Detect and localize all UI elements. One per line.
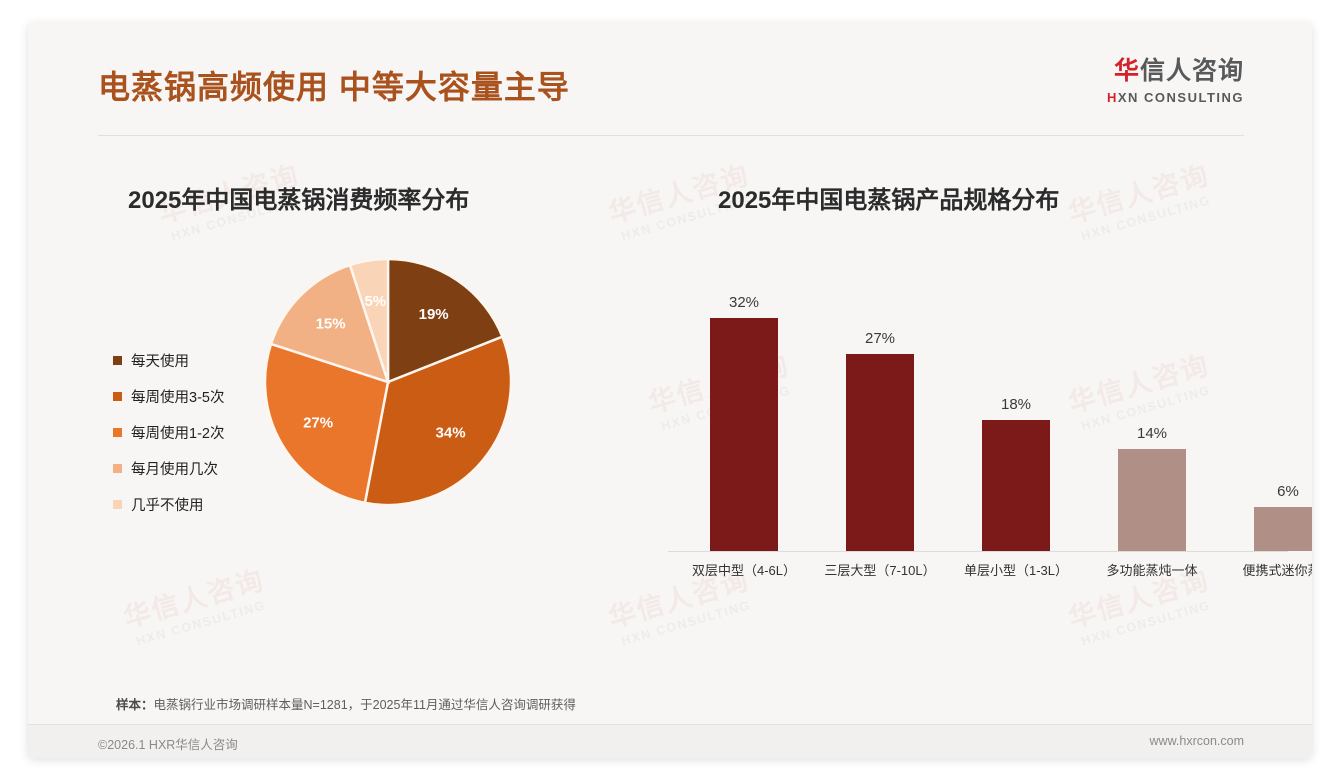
slide-footer: ©2026.1 HXR华信人咨询 www.hxrcon.com xyxy=(28,725,1312,758)
brand-logo: 华信人咨询 HXN CONSULTING xyxy=(1107,59,1244,105)
brand-logo-en: HXN CONSULTING xyxy=(1107,91,1244,104)
bar-column[interactable]: 6% xyxy=(1220,483,1312,551)
legend-item-label: 每周使用1-2次 xyxy=(131,425,225,442)
bar-chart-title: 2025年中国电蒸锅产品规格分布 xyxy=(718,187,1060,214)
legend-swatch-icon xyxy=(113,427,122,437)
legend-swatch-icon xyxy=(113,499,122,509)
pie-slice-label: 5% xyxy=(364,293,386,310)
pie-chart-panel: 每天使用每周使用3-5次 每周使用1-2次 每月使用几次 几乎不使用 19% 34% 27… xyxy=(68,252,668,592)
bar-value-label: 14% xyxy=(1136,425,1168,442)
brand-logo-cn: 华信人咨询 xyxy=(1107,59,1244,84)
bar-value-label: 18% xyxy=(1000,396,1032,413)
legend-item-label: 几乎不使用 xyxy=(131,497,204,514)
legend-item[interactable]: 每月使用几次 xyxy=(113,450,288,486)
charts-area: 2025年中国电蒸锅消费频率分布 2025年中国电蒸锅产品规格分布 每天使用每周… xyxy=(28,142,1312,672)
copyright-text: ©2026.1 HXR华信人咨询 xyxy=(98,738,238,752)
legend-item[interactable]: 每周使用3-5次 xyxy=(113,378,288,414)
brand-logo-cn-rest: 信人咨询 xyxy=(1139,57,1244,85)
slide-card: 华信人咨询 HXN CONSULTING 华信人咨询 HXN CONSULTIN… xyxy=(28,22,1312,758)
legend-swatch-icon xyxy=(113,463,122,473)
legend-item[interactable]: 几乎不使用 xyxy=(113,486,288,522)
legend-item-label: 每月使用几次 xyxy=(131,461,218,478)
pie-slice[interactable] xyxy=(348,257,390,383)
sample-note-label: 样本： xyxy=(116,698,154,712)
sample-note-text: 电蒸锅行业市场调研样本量N=1281，于2025年11月通过华信人咨询调研获得 xyxy=(153,698,576,712)
bar-rect[interactable] xyxy=(846,354,914,551)
bar-chart-panel: 32%27%18%14%6%3% 双层中型（4-6L）三层大型（7-10L）单层… xyxy=(668,252,1312,592)
bar-category-label: 便携式迷你蒸锅 xyxy=(1242,563,1312,578)
pie-slice-label: 19% xyxy=(419,306,449,323)
bar-category-label: 双层中型（4-6L） xyxy=(691,563,797,578)
header-divider xyxy=(98,135,1244,136)
legend-item[interactable]: 每周使用1-2次 xyxy=(113,414,288,450)
pie-slice[interactable] xyxy=(263,342,390,505)
brand-logo-en-highlight: H xyxy=(1106,90,1118,105)
bar-column[interactable]: 32% xyxy=(676,294,812,551)
brand-logo-en-rest: XN CONSULTING xyxy=(1117,90,1244,105)
pie-slice-label: 15% xyxy=(316,316,346,333)
brand-logo-cn-highlight: 华 xyxy=(1113,57,1140,85)
bar-rect[interactable] xyxy=(982,420,1050,551)
pie-slice[interactable] xyxy=(363,335,513,507)
pie-slice[interactable] xyxy=(386,257,504,384)
pie-chart-title: 2025年中国电蒸锅消费频率分布 xyxy=(128,187,470,214)
pie-slice-label: 34% xyxy=(436,425,466,442)
page-title: 电蒸锅高频使用 中等大容量主导 xyxy=(98,69,570,105)
bar-column[interactable]: 18% xyxy=(948,396,1084,551)
bar-value-label: 27% xyxy=(864,330,896,347)
pie-slice-label: 27% xyxy=(303,414,333,431)
bar-category-label: 三层大型（7-10L） xyxy=(824,563,936,578)
pie-chart-legend: 每天使用每周使用3-5次 每周使用1-2次 每月使用几次 几乎不使用 xyxy=(113,342,288,522)
pie-chart-graphic: 19% 34% 27% 15% 5% xyxy=(263,257,513,507)
slide-header: 电蒸锅高频使用 中等大容量主导 华信人咨询 HXN CONSULTING xyxy=(28,22,1312,118)
footer-divider xyxy=(28,724,1312,725)
pie-svg: 19% 34% 27% 15% 5% xyxy=(263,257,513,507)
bar-column[interactable]: 27% xyxy=(812,330,948,551)
bar-category-label: 多功能蒸炖一体 xyxy=(1106,563,1198,578)
legend-item-label: 每周使用3-5次 xyxy=(131,389,225,406)
legend-item-label: 每天使用 xyxy=(131,353,189,370)
bar-chart-plot: 32%27%18%14%6%3% xyxy=(668,252,1312,552)
bar-rect[interactable] xyxy=(710,318,778,551)
sample-note: 样本：电蒸锅行业市场调研样本量N=1281，于2025年11月通过华信人咨询调研… xyxy=(116,694,576,713)
bar-rect[interactable] xyxy=(1118,449,1186,551)
bar-value-label: 32% xyxy=(728,294,760,311)
bar-value-label: 6% xyxy=(1277,483,1299,500)
bar-category-label: 单层小型（1-3L） xyxy=(963,563,1069,578)
bar-column[interactable]: 14% xyxy=(1084,425,1220,551)
bar-chart-baseline xyxy=(668,551,1288,552)
legend-swatch-icon xyxy=(113,391,122,401)
legend-item[interactable]: 每天使用 xyxy=(113,342,288,378)
bar-rect[interactable] xyxy=(1254,507,1312,551)
legend-swatch-icon xyxy=(113,355,122,365)
website-link[interactable]: www.hxrcon.com xyxy=(1149,734,1244,748)
